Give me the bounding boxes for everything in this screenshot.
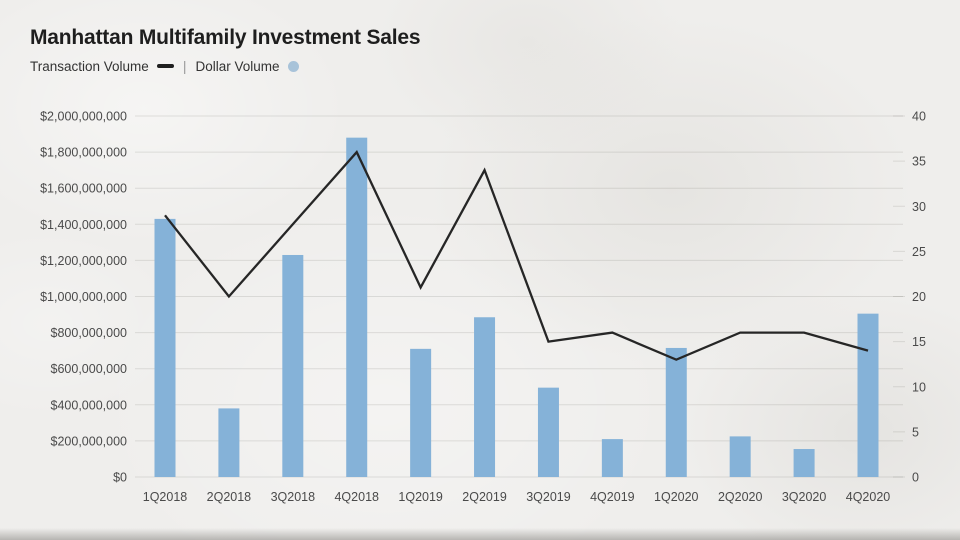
x-axis-label-4Q2019: 4Q2019 bbox=[590, 490, 635, 504]
x-axis-label-4Q2020: 4Q2020 bbox=[846, 490, 891, 504]
y-axis-left-label: $400,000,000 bbox=[51, 398, 128, 412]
x-axis-label-2Q2019: 2Q2019 bbox=[462, 490, 507, 504]
y-axis-right-label: 35 bbox=[912, 155, 926, 169]
line-swatch-icon bbox=[156, 64, 174, 68]
legend-dollar-volume-label: Dollar Volume bbox=[195, 58, 280, 74]
dollar-volume-bar-1Q2018 bbox=[154, 218, 176, 477]
chart-header: Manhattan Multifamily Investment Sales T… bbox=[30, 26, 421, 74]
y-axis-right-label: 30 bbox=[912, 200, 926, 214]
y-axis-left-label: $1,800,000,000 bbox=[40, 146, 127, 160]
dollar-volume-bar-2Q2018 bbox=[218, 408, 240, 477]
dollar-volume-bar-4Q2018 bbox=[346, 137, 368, 477]
x-axis-label-3Q2019: 3Q2019 bbox=[526, 490, 571, 504]
x-axis-label-1Q2020: 1Q2020 bbox=[654, 490, 699, 504]
y-axis-left-label: $2,000,000,000 bbox=[40, 110, 127, 124]
dollar-volume-bar-1Q2019 bbox=[410, 348, 432, 477]
dollar-volume-bar-2Q2020 bbox=[729, 436, 751, 477]
legend-separator: | bbox=[182, 58, 187, 74]
dollar-volume-bar-1Q2020 bbox=[665, 347, 687, 477]
x-axis-label-3Q2020: 3Q2020 bbox=[782, 490, 827, 504]
y-axis-left-label: $200,000,000 bbox=[51, 434, 128, 448]
legend-transaction-volume-label: Transaction Volume bbox=[30, 58, 149, 74]
dollar-volume-bar-2Q2019 bbox=[474, 317, 496, 477]
legend-item-transaction-volume: Transaction Volume bbox=[30, 59, 174, 74]
y-axis-right-label: 25 bbox=[912, 245, 926, 259]
y-axis-left-label: $1,200,000,000 bbox=[40, 254, 127, 268]
y-axis-right-label: 15 bbox=[912, 335, 926, 349]
y-axis-right-label: 20 bbox=[912, 290, 926, 304]
y-axis-left-label: $1,000,000,000 bbox=[40, 290, 127, 304]
legend-item-dollar-volume: Dollar Volume bbox=[195, 58, 299, 74]
dollar-volume-bar-4Q2019 bbox=[601, 439, 623, 477]
dollar-volume-bar-3Q2018 bbox=[282, 254, 304, 477]
y-axis-left-label: $1,400,000,000 bbox=[40, 218, 127, 232]
x-axis-label-2Q2020: 2Q2020 bbox=[718, 490, 763, 504]
dot-swatch-icon bbox=[287, 60, 299, 72]
y-axis-left-label: $0 bbox=[113, 471, 127, 485]
y-axis-left-label: $800,000,000 bbox=[51, 326, 128, 340]
x-axis-label-2Q2018: 2Q2018 bbox=[207, 490, 252, 504]
y-axis-left-label: $600,000,000 bbox=[51, 362, 128, 376]
x-axis-label-1Q2019: 1Q2019 bbox=[398, 490, 443, 504]
dollar-volume-bar-3Q2020 bbox=[793, 449, 815, 477]
chart-legend: Transaction Volume | Dollar Volume bbox=[30, 58, 420, 74]
chart-title: Manhattan Multifamily Investment Sales bbox=[30, 26, 421, 49]
y-axis-right-label: 10 bbox=[912, 380, 926, 394]
y-axis-right-label: 5 bbox=[912, 425, 919, 439]
transaction-volume-line bbox=[164, 150, 869, 361]
y-axis-right-label: 40 bbox=[912, 110, 926, 124]
x-axis-label-1Q2018: 1Q2018 bbox=[143, 490, 188, 504]
dollar-volume-bar-3Q2019 bbox=[537, 387, 559, 477]
x-axis-label-4Q2018: 4Q2018 bbox=[334, 490, 379, 504]
y-axis-right-label: 0 bbox=[912, 471, 919, 485]
x-axis-label-3Q2018: 3Q2018 bbox=[271, 490, 316, 504]
dollar-volume-bar-4Q2020 bbox=[857, 313, 879, 477]
y-axis-left-label: $1,600,000,000 bbox=[40, 182, 127, 196]
